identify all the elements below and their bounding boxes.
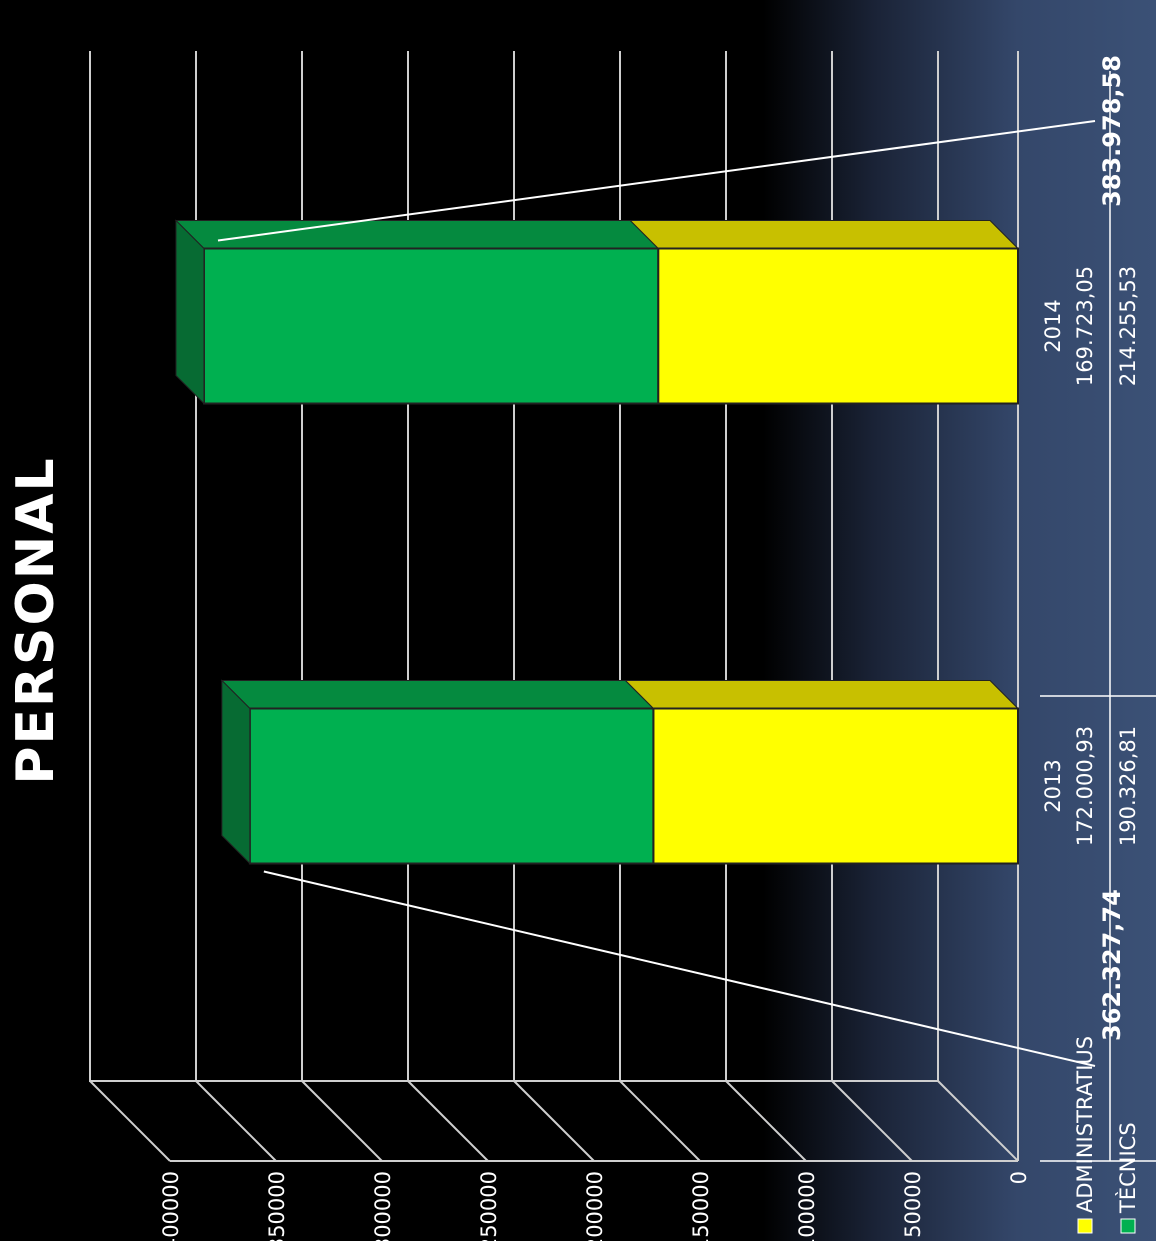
y-tick-label: 400000 <box>159 1171 183 1241</box>
gridline-depth <box>513 1080 595 1162</box>
y-tick-label: 300000 <box>371 1171 395 1241</box>
bar-administratius-2013 <box>652 707 1019 865</box>
gridline-depth <box>195 1080 277 1162</box>
gridline-depth <box>937 1080 1019 1162</box>
y-tick-label: 350000 <box>265 1171 289 1241</box>
y-tick-label: 150000 <box>689 1171 713 1241</box>
bar-tècnics-2014 <box>202 247 660 405</box>
table-admin-2013: 172.000,93 <box>1073 726 1097 846</box>
total-label-2014: 383.978,58 <box>1098 55 1126 207</box>
table-admin-2014: 169.723,05 <box>1073 266 1097 386</box>
bar-side-tècnics-2013 <box>220 680 655 709</box>
gridline-depth <box>831 1080 913 1162</box>
y-tick-label: 50000 <box>901 1171 925 1238</box>
total-label-2013: 362.327,74 <box>1098 889 1126 1041</box>
y-tick-label: 250000 <box>477 1171 501 1241</box>
y-tick-label: 200000 <box>583 1171 607 1241</box>
legend-label-administratius: ADMINISTRATIUS <box>1073 1036 1097 1213</box>
bar-side-administratius-2014 <box>628 220 1020 249</box>
table-year-2013: 2013 <box>1041 759 1065 812</box>
bar-side-administratius-2013 <box>624 680 1020 709</box>
gridline-depth <box>619 1080 701 1162</box>
y-tick-label: 0 <box>1007 1171 1031 1184</box>
bar-top-2014 <box>175 219 205 405</box>
total-arrow-2013 <box>263 870 1096 1067</box>
table-tecnics-2013: 190.326,81 <box>1116 726 1140 846</box>
table-tecnics-2014: 214.255,53 <box>1116 266 1140 386</box>
labels-layer: 362.327,74 383.978,58 <box>217 55 1126 1067</box>
data-table: 2013 172.000,93 190.326,81 2014 169.723,05 21… <box>1040 71 1156 1234</box>
table-year-2014: 2014 <box>1041 299 1065 352</box>
gridline-depth <box>725 1080 807 1162</box>
legend-swatch-administratius <box>1077 1218 1093 1234</box>
total-arrow-2014 <box>217 120 1096 242</box>
gridline-depth <box>89 1080 171 1162</box>
legend-label-tècnics: TÈCNICS <box>1115 1122 1140 1214</box>
legend-swatch-tècnics <box>1120 1218 1136 1234</box>
gridline-depth <box>301 1080 383 1162</box>
gridline-depth <box>407 1080 489 1162</box>
bar-side-tècnics-2014 <box>174 220 660 249</box>
bar-administratius-2014 <box>657 247 1019 405</box>
y-tick-label: 100000 <box>795 1171 819 1241</box>
bar-tècnics-2013 <box>248 707 655 865</box>
bar-top-2013 <box>221 679 251 865</box>
bars-layer <box>174 219 1020 865</box>
